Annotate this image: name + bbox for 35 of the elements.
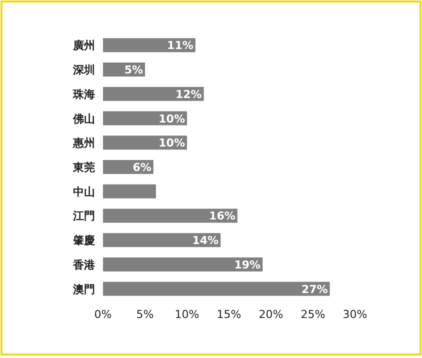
- x-tick-label: 10%: [174, 308, 200, 321]
- data-label: 16%: [209, 210, 236, 223]
- y-tick-label: 珠海: [72, 88, 95, 101]
- data-label: 14%: [192, 234, 219, 248]
- bar: [103, 38, 196, 52]
- bar: [103, 233, 221, 248]
- y-tick-label: 澳門: [72, 282, 95, 296]
- y-tick-label: 東莞: [72, 161, 95, 174]
- x-tick-label: 15%: [216, 308, 242, 321]
- y-tick-label: 香港: [72, 258, 96, 272]
- bar: [103, 208, 238, 223]
- y-tick-label: 中山: [73, 185, 95, 198]
- y-tick-label: 佛山: [72, 112, 95, 126]
- bar: [103, 86, 204, 101]
- x-tick-label: 0%: [94, 308, 112, 321]
- y-tick-label: 江門: [72, 210, 95, 223]
- x-tick-label: 5%: [136, 308, 154, 321]
- bar: [103, 184, 156, 198]
- bar: [103, 282, 330, 296]
- x-tick-label: 25%: [300, 308, 326, 321]
- data-label: 12%: [175, 88, 202, 101]
- data-label: 6%: [132, 161, 152, 174]
- data-label: 19%: [234, 258, 261, 272]
- y-tick-label: 惠州: [72, 136, 95, 150]
- data-label: 27%: [301, 282, 328, 296]
- data-label: 11%: [167, 39, 194, 52]
- data-label: 10%: [158, 136, 185, 150]
- data-label: 10%: [158, 112, 185, 126]
- y-tick-label: 肇慶: [72, 234, 95, 248]
- bar: [103, 257, 263, 272]
- x-tick-label: 30%: [342, 308, 368, 321]
- x-tick-label: 20%: [258, 308, 284, 321]
- data-label: 5%: [124, 64, 143, 77]
- y-tick-label: 廣州: [72, 39, 95, 52]
- y-tick-label: 深圳: [72, 64, 95, 77]
